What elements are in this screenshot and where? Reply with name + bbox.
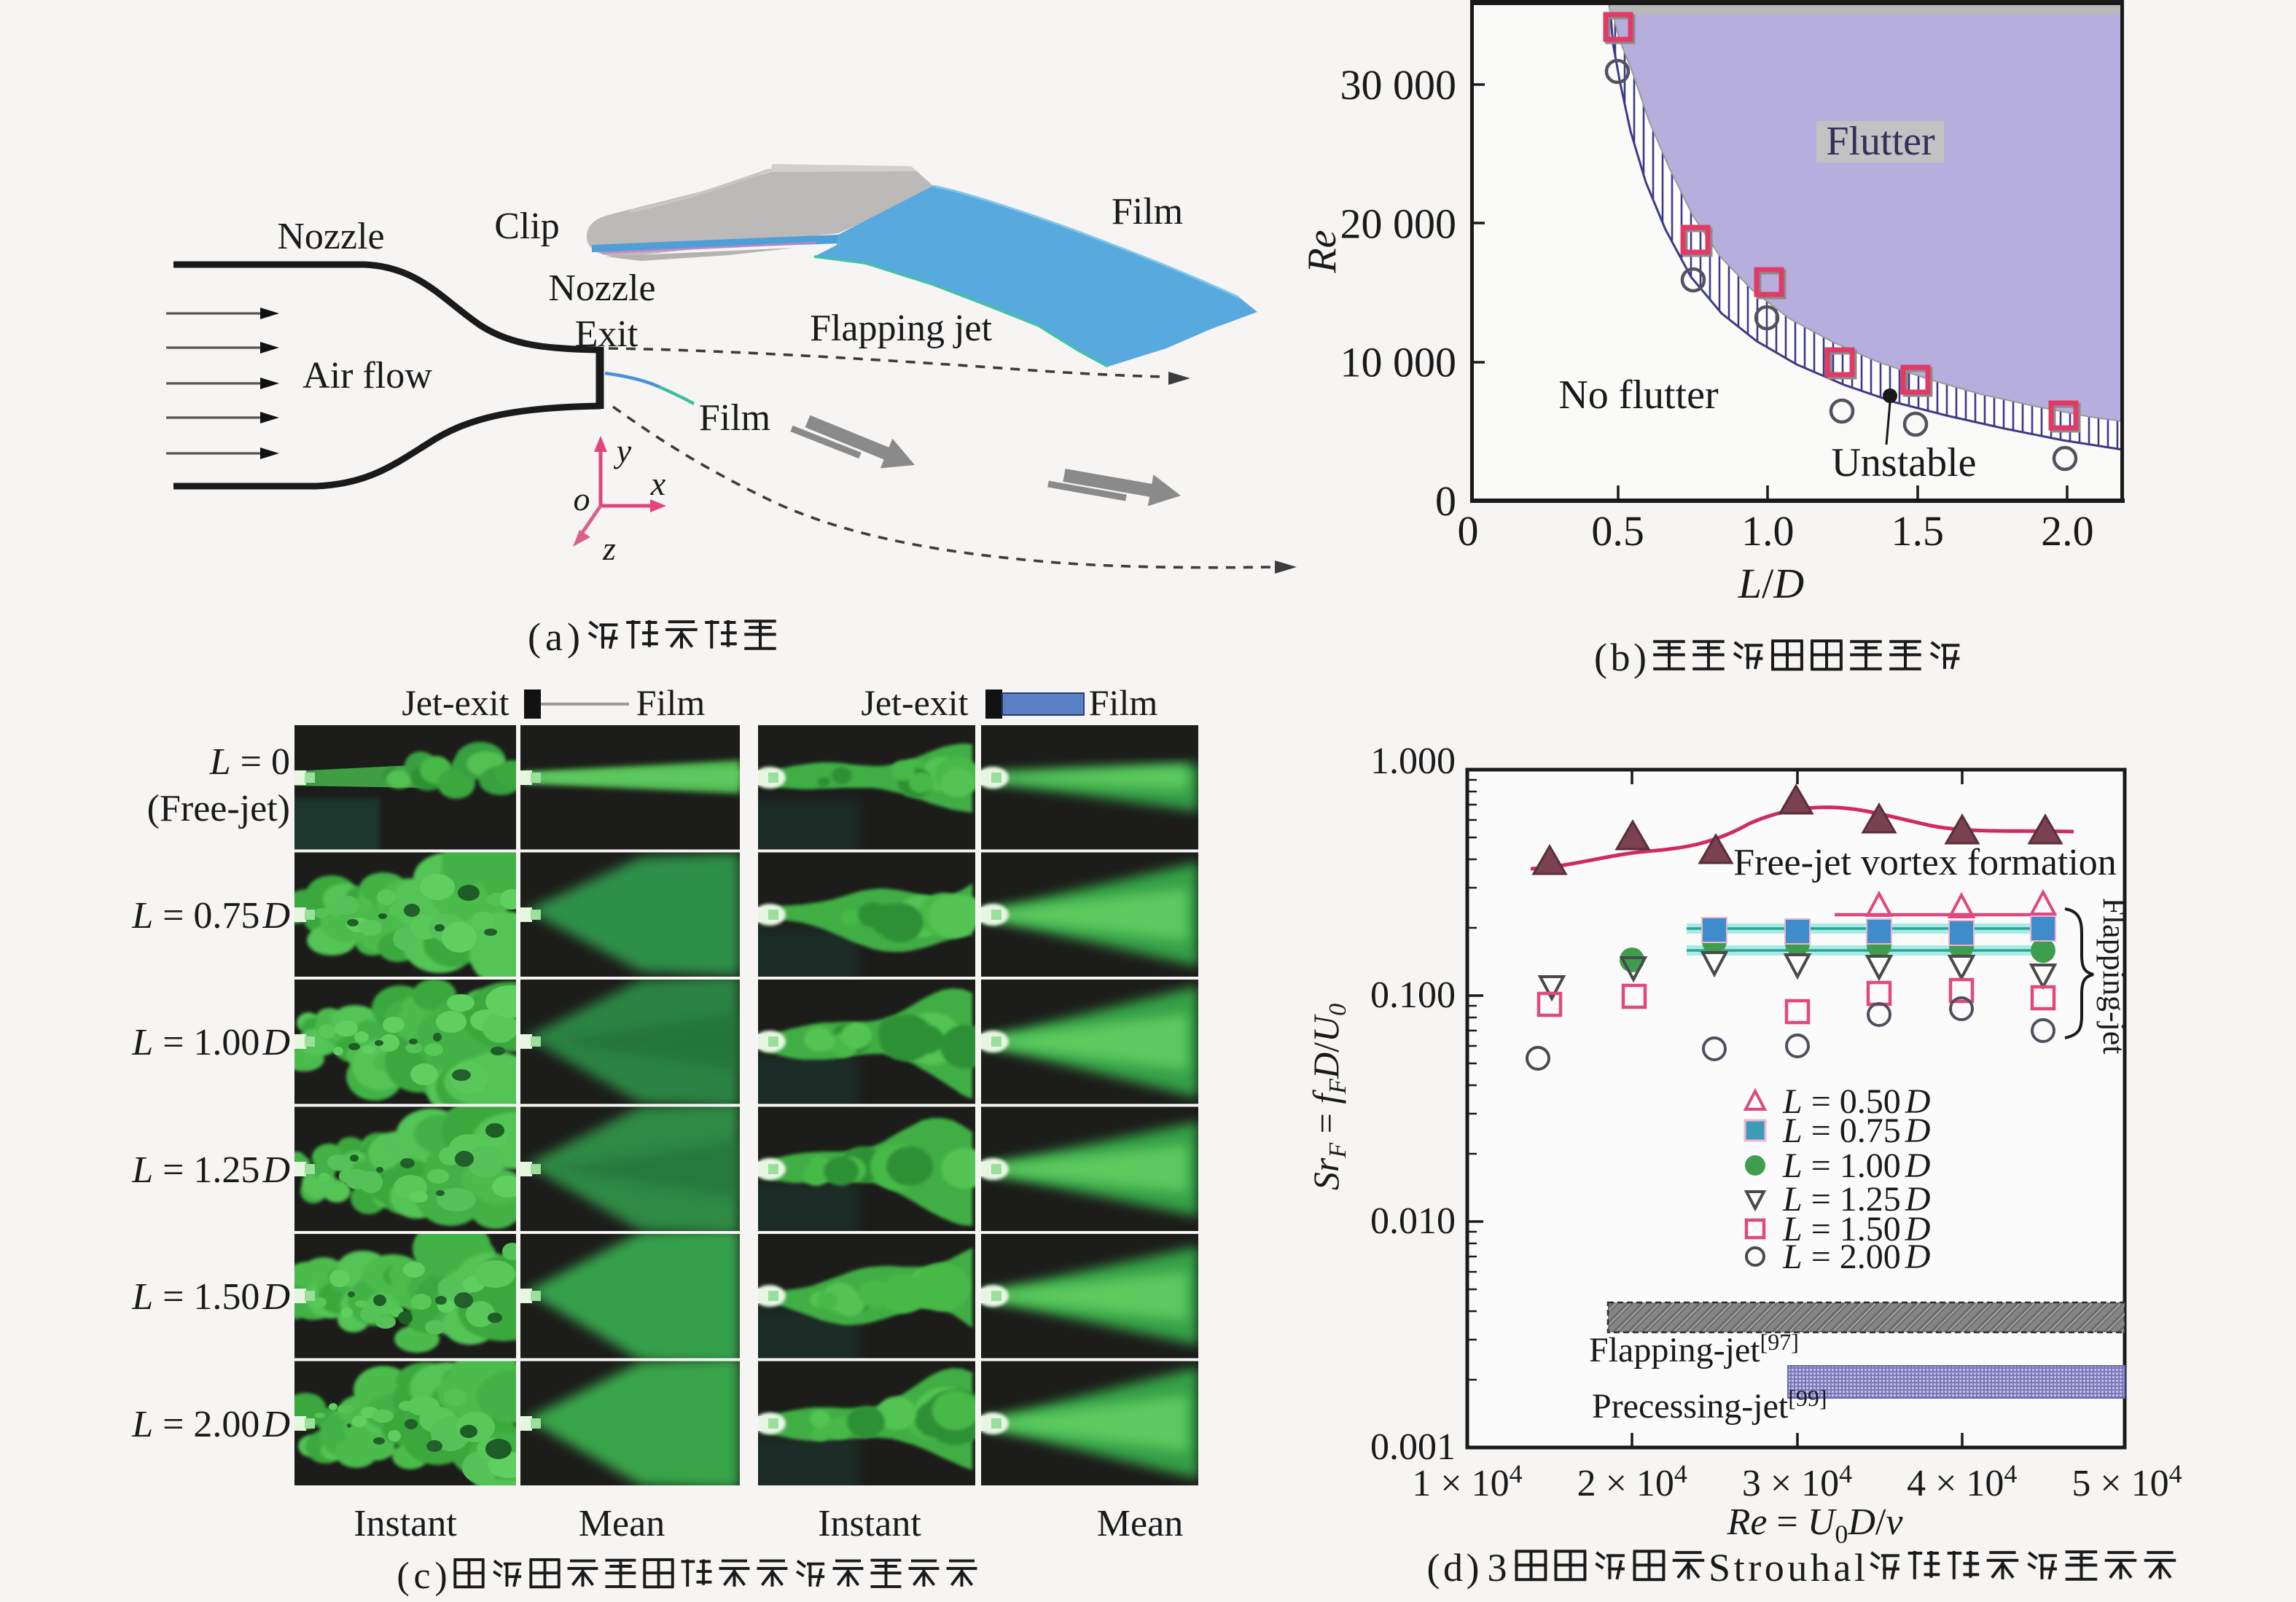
svg-text:30 000: 30 000 <box>1340 61 1457 109</box>
svg-text:Film: Film <box>1112 191 1183 233</box>
svg-text:3 × 104: 3 × 104 <box>1742 1459 1852 1504</box>
svg-text:(: ( <box>397 1555 409 1597</box>
svg-text:0.001: 0.001 <box>1370 1426 1456 1468</box>
svg-text:Precessing-jet[99]: Precessing-jet[99] <box>1592 1385 1827 1426</box>
svg-text:o: o <box>574 480 590 517</box>
svg-text:Flapping jet: Flapping jet <box>810 308 992 349</box>
svg-text:c: c <box>413 1555 430 1597</box>
svg-text:Nozzle: Nozzle <box>277 216 384 257</box>
svg-text:): ) <box>434 1555 447 1597</box>
svg-text:): ) <box>1633 636 1647 679</box>
svg-text:z: z <box>602 530 616 567</box>
svg-text:1.5: 1.5 <box>1891 507 1945 555</box>
svg-text:Mean: Mean <box>1097 1503 1183 1544</box>
svg-text:Free-jet vortex formation: Free-jet vortex formation <box>1733 842 2117 883</box>
svg-text:No flutter: No flutter <box>1558 372 1719 418</box>
svg-text:Re = U0D/v: Re = U0D/v <box>1727 1501 1904 1549</box>
svg-text:d: d <box>1443 1546 1463 1590</box>
svg-text:Strouhal: Strouhal <box>1709 1546 1865 1590</box>
svg-text:L = 1.50D: L = 1.50D <box>1782 1210 1930 1249</box>
svg-text:(Free-jet): (Free-jet) <box>147 788 290 829</box>
svg-text:0.010: 0.010 <box>1370 1200 1456 1242</box>
svg-text:L = 1.50D: L = 1.50D <box>131 1276 290 1318</box>
svg-text:2.0: 2.0 <box>2041 507 2094 555</box>
svg-text:1 × 104: 1 × 104 <box>1412 1459 1522 1504</box>
svg-text:Film: Film <box>1089 682 1158 723</box>
svg-text:L = 1.00D: L = 1.00D <box>1782 1146 1930 1185</box>
svg-text:y: y <box>614 432 632 469</box>
svg-text:Film: Film <box>699 397 770 439</box>
svg-text:Jet-exit: Jet-exit <box>861 682 968 723</box>
svg-text:Air flow: Air flow <box>302 355 432 396</box>
svg-text:10 000: 10 000 <box>1340 339 1457 386</box>
svg-text:x: x <box>650 465 666 502</box>
svg-text:Film: Film <box>636 682 706 723</box>
svg-text:0: 0 <box>1435 477 1456 525</box>
svg-text:0.5: 0.5 <box>1591 507 1644 555</box>
svg-text:Flapping-jet: Flapping-jet <box>2096 897 2132 1054</box>
svg-text:Clip: Clip <box>494 206 560 247</box>
svg-text:2 × 104: 2 × 104 <box>1577 1459 1687 1504</box>
svg-text:L = 1.00D: L = 1.00D <box>131 1022 290 1063</box>
svg-text:L = 2.00D: L = 2.00D <box>131 1404 290 1445</box>
svg-text:a: a <box>545 615 563 659</box>
svg-text:20 000: 20 000 <box>1340 200 1457 247</box>
svg-text:(: ( <box>528 615 541 659</box>
svg-text:1.000: 1.000 <box>1370 741 1456 782</box>
svg-text:Mean: Mean <box>579 1503 665 1544</box>
svg-text:Instant: Instant <box>354 1503 457 1544</box>
svg-text:(: ( <box>1427 1546 1440 1590</box>
svg-text:(: ( <box>1594 636 1607 679</box>
svg-text:L = 0: L = 0 <box>209 741 290 783</box>
svg-text:1.0: 1.0 <box>1741 507 1795 555</box>
svg-text:L = 1.25D: L = 1.25D <box>131 1149 290 1191</box>
svg-text:0.100: 0.100 <box>1370 974 1456 1016</box>
svg-text:4 × 104: 4 × 104 <box>1907 1459 2017 1504</box>
svg-text:5 × 104: 5 × 104 <box>2072 1459 2182 1504</box>
svg-text:L = 2.00D: L = 2.00D <box>1782 1238 1930 1276</box>
svg-text:): ) <box>567 615 580 659</box>
svg-text:Re: Re <box>1300 230 1345 273</box>
svg-text:SrF = fFD/U0: SrF = fFD/U0 <box>1305 1004 1351 1190</box>
svg-text:L/D: L/D <box>1738 560 1804 607</box>
svg-text:0: 0 <box>1458 507 1479 555</box>
svg-text:Jet-exit: Jet-exit <box>402 682 509 723</box>
svg-text:): ) <box>1467 1546 1480 1590</box>
svg-text:L = 0.75D: L = 0.75D <box>1782 1111 1930 1150</box>
svg-text:3: 3 <box>1488 1546 1507 1590</box>
svg-text:L = 0.50D: L = 0.50 D <box>1782 1082 1930 1121</box>
svg-text:L = 0.75D: L = 0.75D <box>131 895 290 937</box>
svg-text:b: b <box>1611 636 1631 679</box>
svg-text:Instant: Instant <box>818 1503 921 1544</box>
svg-text:Nozzle: Nozzle <box>548 267 655 309</box>
svg-text:L = 1.25D: L = 1.25D <box>1782 1180 1930 1219</box>
svg-text:Unstable: Unstable <box>1831 440 1976 485</box>
svg-text:Flutter: Flutter <box>1826 119 1935 164</box>
